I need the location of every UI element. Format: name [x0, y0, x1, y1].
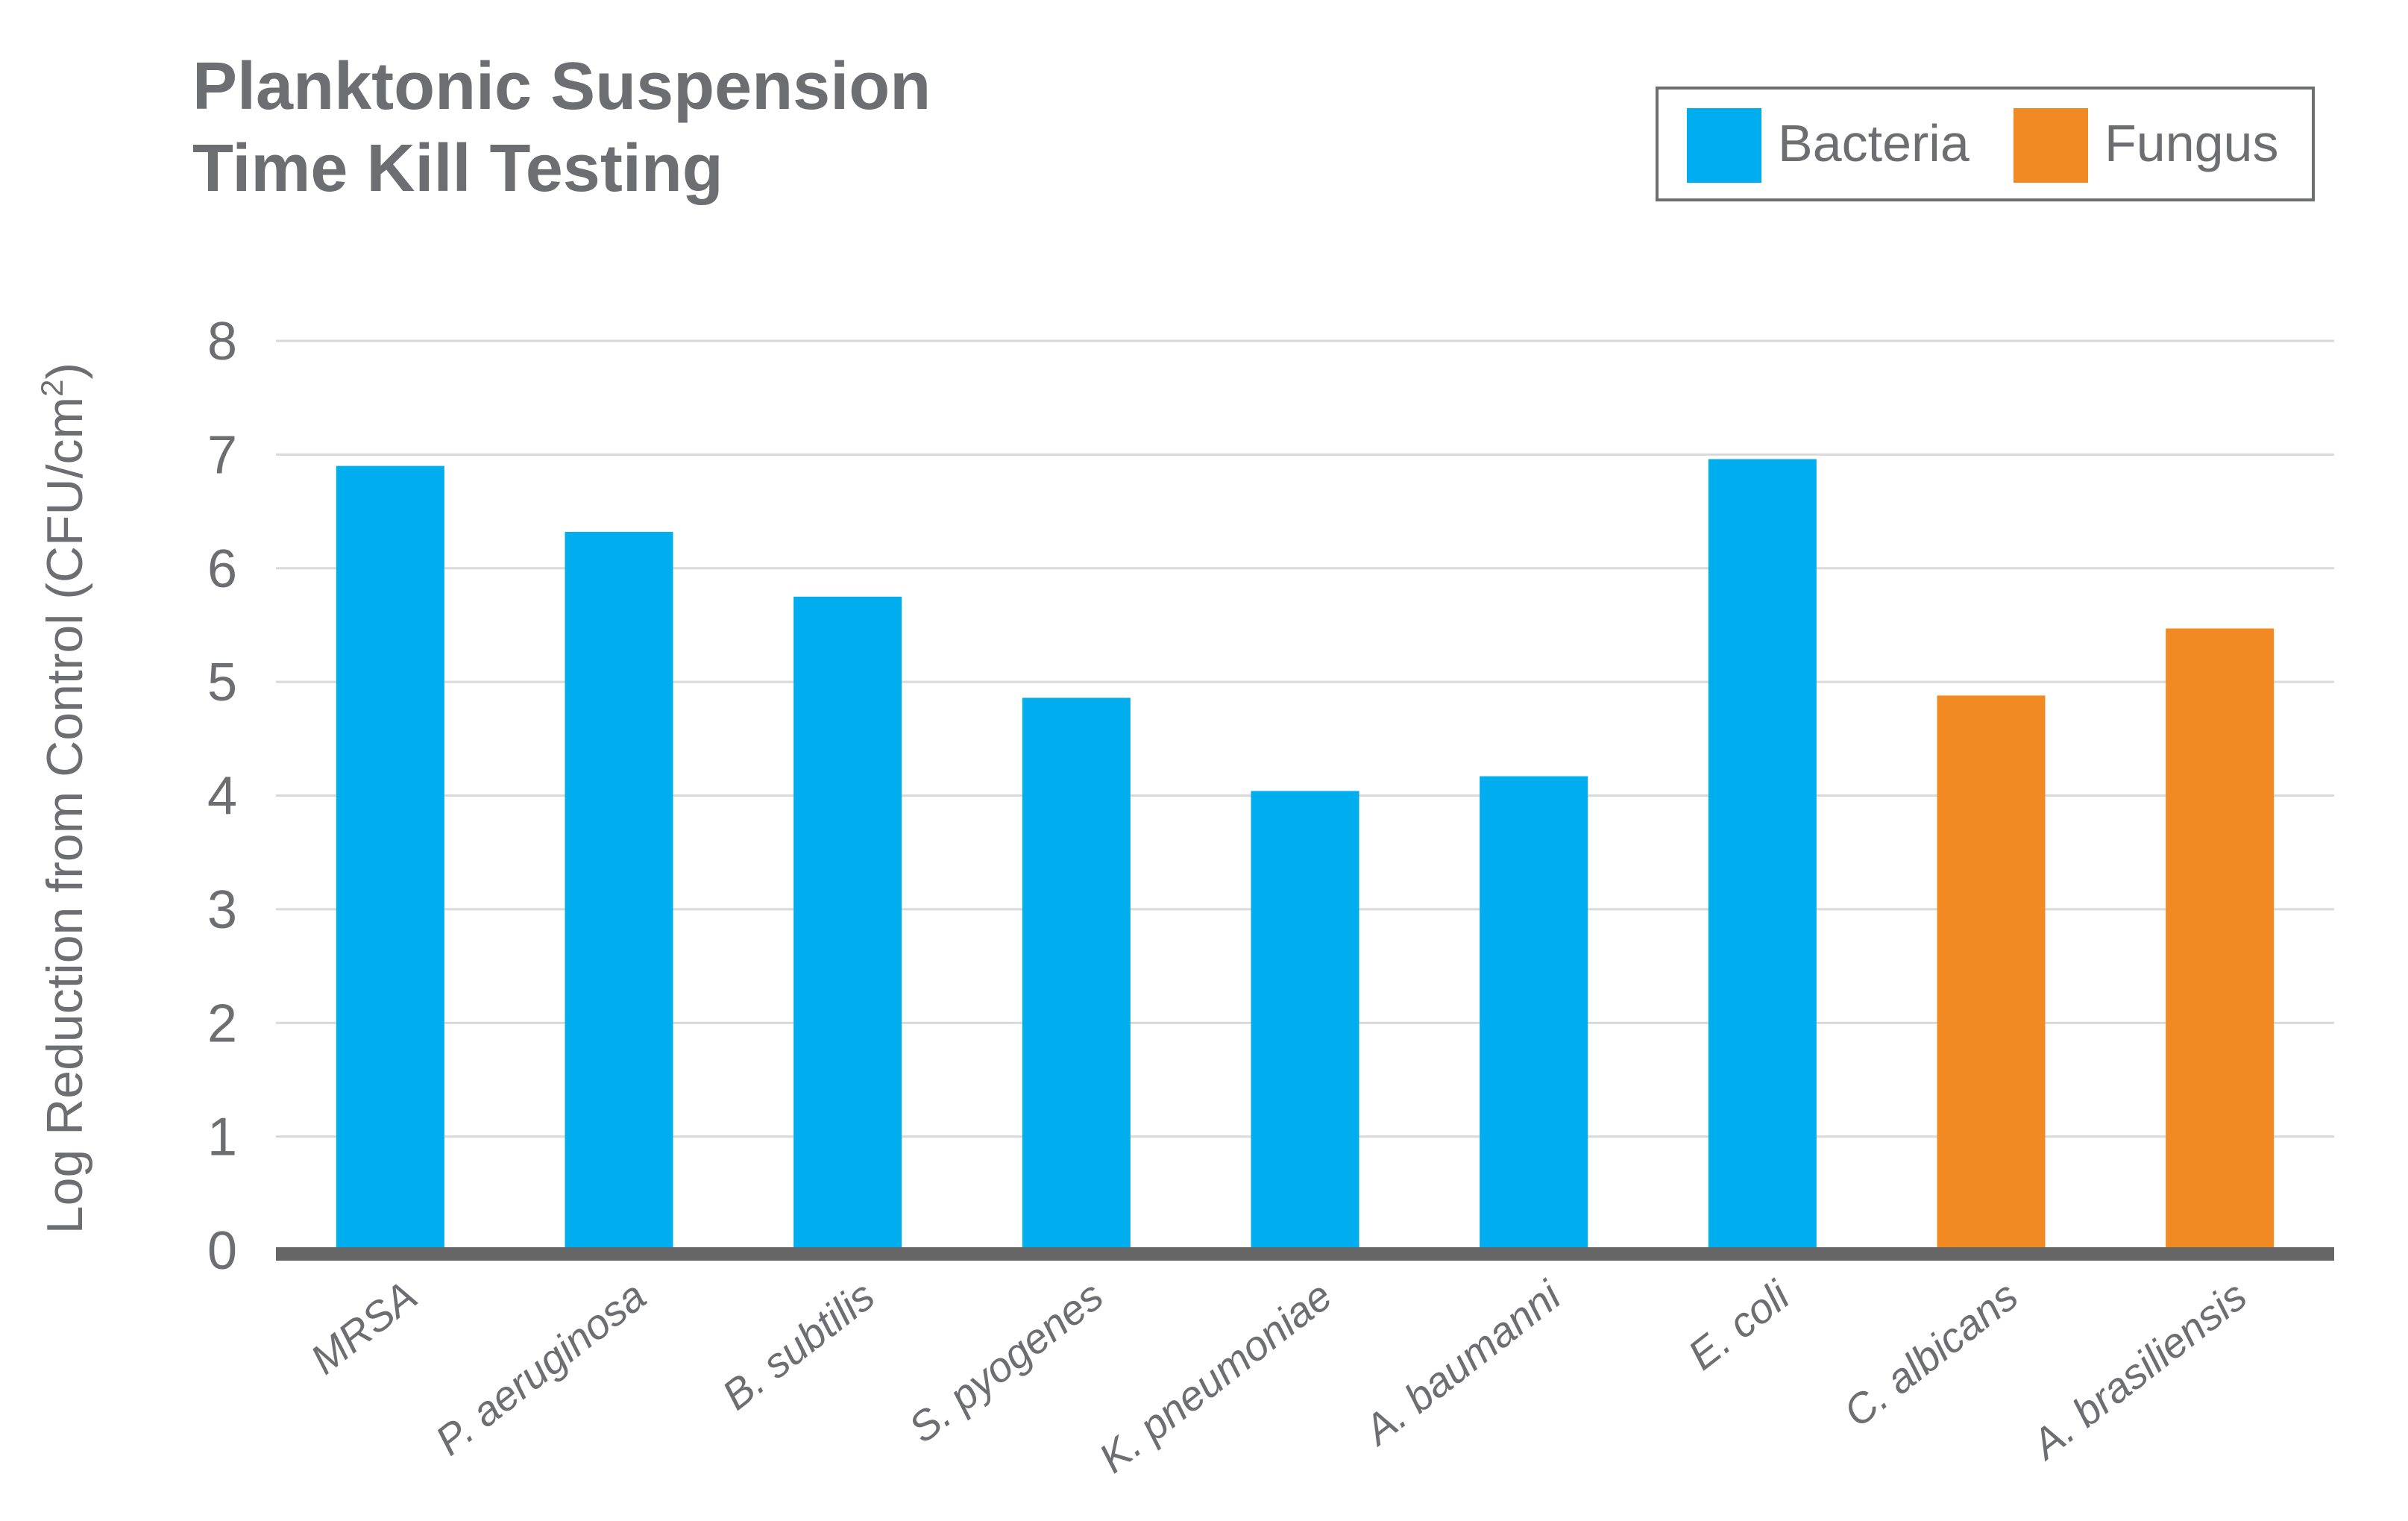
y-tick-label: 6: [207, 539, 237, 599]
bar-a-baumanni: [1480, 776, 1588, 1250]
bar-a-brasiliensis: [2166, 628, 2275, 1250]
y-axis-label-main: Log Reduction from Control (CFU/cm: [37, 397, 93, 1234]
legend-frame: [1656, 87, 2315, 201]
x-tick-label: S. pyogenes: [900, 1272, 1112, 1452]
x-tick-label: A. baumanni: [1354, 1271, 1570, 1455]
y-axis-label-superscript: 2: [34, 379, 69, 396]
legend-swatch-fungus: [2014, 108, 2088, 183]
x-tick-label: C. albicans: [1835, 1272, 2026, 1436]
bar-k-pneumoniae: [1251, 791, 1359, 1250]
legend: Bacteria Fungus: [1656, 87, 2315, 201]
legend-swatch-bacteria: [1687, 108, 1761, 183]
legend-label-bacteria: Bacteria: [1778, 114, 1970, 172]
y-tick-label: 2: [207, 994, 237, 1053]
x-tick-label: A. brasiliensis: [2022, 1272, 2255, 1469]
bar-c-albicans: [1937, 695, 2046, 1250]
y-tick-labels: 0 1 2 3 4 5 6 7 8: [207, 312, 237, 1281]
y-axis-label-tail: ): [37, 363, 93, 380]
bar-b-subtilis: [793, 596, 902, 1250]
y-tick-label: 8: [207, 312, 237, 371]
y-axis-label: Log Reduction from Control (CFU/cm2): [34, 363, 93, 1234]
x-tick-label: E. coli: [1679, 1271, 1799, 1379]
y-tick-label: 0: [207, 1221, 237, 1281]
bar-p-aeruginosa: [565, 531, 673, 1250]
legend-label-fungus: Fungus: [2104, 114, 2278, 172]
bars: [336, 459, 2275, 1250]
bar-mrsa: [336, 465, 444, 1250]
chart-title-line-1: Planktonic Suspension: [192, 49, 931, 124]
y-tick-label: 5: [207, 653, 237, 712]
bar-s-pyogenes: [1022, 697, 1131, 1250]
y-tick-label: 4: [207, 767, 237, 827]
bar-e-coli: [1708, 459, 1817, 1250]
y-tick-label: 3: [207, 880, 237, 940]
y-tick-label: 7: [207, 425, 237, 485]
x-tick-label: P. aeruginosa: [427, 1272, 654, 1464]
x-tick-label: MRSA: [301, 1272, 425, 1383]
x-tick-label: K. pneumoniae: [1090, 1272, 1341, 1482]
x-tick-label: B. subtilis: [713, 1272, 883, 1419]
x-tick-labels: MRSA P. aeruginosa B. subtilis S. pyogenesK…: [301, 1271, 2255, 1482]
chart-title-line-2: Time Kill Testing: [192, 131, 723, 206]
y-tick-label: 1: [207, 1108, 237, 1167]
